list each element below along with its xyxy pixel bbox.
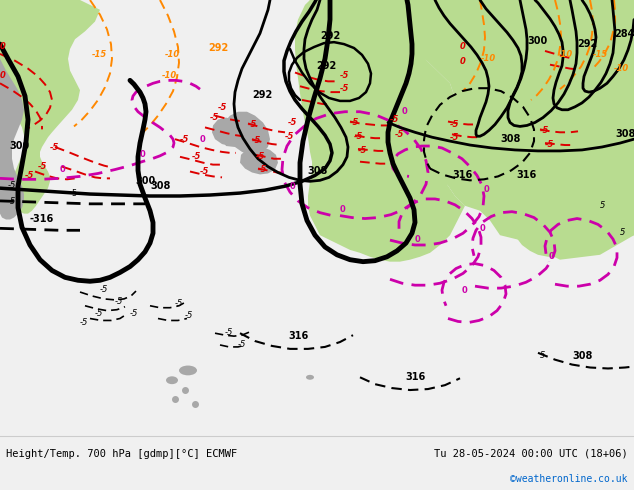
Text: -5: -5 bbox=[210, 113, 219, 122]
Text: 308: 308 bbox=[615, 129, 634, 139]
Text: -5: -5 bbox=[350, 119, 359, 127]
Polygon shape bbox=[340, 0, 634, 257]
Text: -5: -5 bbox=[450, 133, 460, 142]
Polygon shape bbox=[212, 118, 243, 146]
Text: 0: 0 bbox=[200, 135, 206, 144]
Text: 5: 5 bbox=[620, 228, 625, 237]
Text: 308: 308 bbox=[572, 351, 592, 361]
Text: -316: -316 bbox=[30, 215, 55, 224]
Text: 0: 0 bbox=[460, 57, 466, 66]
Text: 276: 276 bbox=[631, 28, 634, 38]
Text: ©weatheronline.co.uk: ©weatheronline.co.uk bbox=[510, 474, 628, 485]
Text: -5: -5 bbox=[395, 130, 404, 139]
Text: 316: 316 bbox=[452, 171, 472, 180]
Ellipse shape bbox=[166, 376, 178, 384]
Polygon shape bbox=[240, 147, 278, 174]
Text: -5: -5 bbox=[25, 172, 34, 180]
Text: -5: -5 bbox=[354, 132, 363, 141]
Text: -5: -5 bbox=[218, 103, 228, 112]
Text: 292: 292 bbox=[252, 90, 272, 100]
Text: 0: 0 bbox=[290, 182, 295, 191]
Text: 292: 292 bbox=[320, 31, 340, 41]
Text: -5: -5 bbox=[185, 312, 193, 320]
Text: 0: 0 bbox=[480, 224, 486, 233]
Text: -5: -5 bbox=[252, 136, 261, 145]
Text: 0: 0 bbox=[0, 42, 6, 51]
Text: 0: 0 bbox=[460, 42, 466, 51]
Text: 0: 0 bbox=[340, 205, 346, 214]
Text: -10: -10 bbox=[165, 50, 180, 59]
Text: Tu 28-05-2024 00:00 UTC (18+06): Tu 28-05-2024 00:00 UTC (18+06) bbox=[434, 448, 628, 459]
Text: 308: 308 bbox=[500, 134, 521, 144]
Text: -5: -5 bbox=[192, 152, 202, 161]
Text: -10: -10 bbox=[481, 54, 496, 63]
Text: 292: 292 bbox=[316, 61, 336, 71]
Text: Height/Temp. 700 hPa [gdmp][°C] ECMWF: Height/Temp. 700 hPa [gdmp][°C] ECMWF bbox=[6, 448, 237, 459]
Text: -5: -5 bbox=[8, 197, 16, 206]
Polygon shape bbox=[320, 0, 634, 260]
Text: -5: -5 bbox=[340, 72, 349, 80]
Text: 316: 316 bbox=[516, 171, 536, 180]
Text: -5: -5 bbox=[175, 299, 183, 308]
Text: 0: 0 bbox=[402, 107, 408, 116]
Polygon shape bbox=[308, 0, 488, 194]
Text: 0: 0 bbox=[60, 166, 66, 174]
Text: -5: -5 bbox=[358, 146, 367, 155]
Text: -10: -10 bbox=[558, 50, 573, 59]
Text: -5: -5 bbox=[115, 297, 124, 306]
Text: 0: 0 bbox=[484, 185, 489, 194]
Text: 316: 316 bbox=[288, 331, 308, 341]
Text: -5: -5 bbox=[285, 132, 294, 141]
Text: 284: 284 bbox=[614, 29, 634, 39]
Text: 5: 5 bbox=[600, 201, 605, 210]
Text: 0: 0 bbox=[549, 252, 555, 261]
Text: 308: 308 bbox=[307, 167, 327, 176]
Text: 292: 292 bbox=[577, 39, 597, 49]
Text: -5: -5 bbox=[390, 116, 399, 124]
Text: -5: -5 bbox=[95, 309, 103, 318]
Text: -5: -5 bbox=[248, 121, 257, 129]
Text: -15: -15 bbox=[92, 50, 107, 59]
Text: -5: -5 bbox=[100, 285, 108, 294]
Text: 300: 300 bbox=[10, 141, 30, 151]
Text: 0: 0 bbox=[462, 286, 468, 295]
Text: -5: -5 bbox=[258, 165, 268, 173]
Text: -5: -5 bbox=[8, 181, 16, 190]
Text: -5: -5 bbox=[340, 84, 349, 93]
Text: -5: -5 bbox=[225, 328, 233, 337]
Text: -5: -5 bbox=[540, 126, 550, 135]
Text: -5: -5 bbox=[80, 318, 88, 327]
Polygon shape bbox=[222, 112, 270, 155]
Text: 300: 300 bbox=[527, 36, 547, 46]
Text: -5: -5 bbox=[288, 119, 297, 127]
Text: -5: -5 bbox=[50, 143, 60, 152]
Polygon shape bbox=[0, 0, 100, 214]
Text: -10: -10 bbox=[614, 64, 630, 73]
Text: -15: -15 bbox=[593, 50, 608, 59]
Text: -5: -5 bbox=[70, 189, 78, 198]
Text: 5: 5 bbox=[540, 351, 545, 360]
Ellipse shape bbox=[306, 375, 314, 380]
Ellipse shape bbox=[179, 366, 197, 375]
Text: -5: -5 bbox=[450, 121, 460, 129]
Text: -5: -5 bbox=[545, 140, 554, 149]
Text: 292: 292 bbox=[208, 43, 228, 53]
Text: -5: -5 bbox=[180, 135, 190, 144]
Text: 0: 0 bbox=[415, 235, 421, 244]
Text: -5: -5 bbox=[130, 309, 138, 318]
Text: 308: 308 bbox=[150, 181, 171, 191]
Text: 0: 0 bbox=[0, 72, 6, 80]
Text: 300: 300 bbox=[135, 176, 155, 186]
Text: -5: -5 bbox=[200, 168, 209, 176]
Polygon shape bbox=[0, 0, 24, 220]
Text: -5: -5 bbox=[38, 162, 48, 171]
Text: 0: 0 bbox=[140, 150, 146, 159]
Text: -5: -5 bbox=[256, 152, 266, 161]
Text: -10: -10 bbox=[162, 72, 178, 80]
Text: -5: -5 bbox=[238, 340, 247, 349]
Polygon shape bbox=[295, 0, 465, 262]
Text: 316: 316 bbox=[405, 372, 425, 382]
